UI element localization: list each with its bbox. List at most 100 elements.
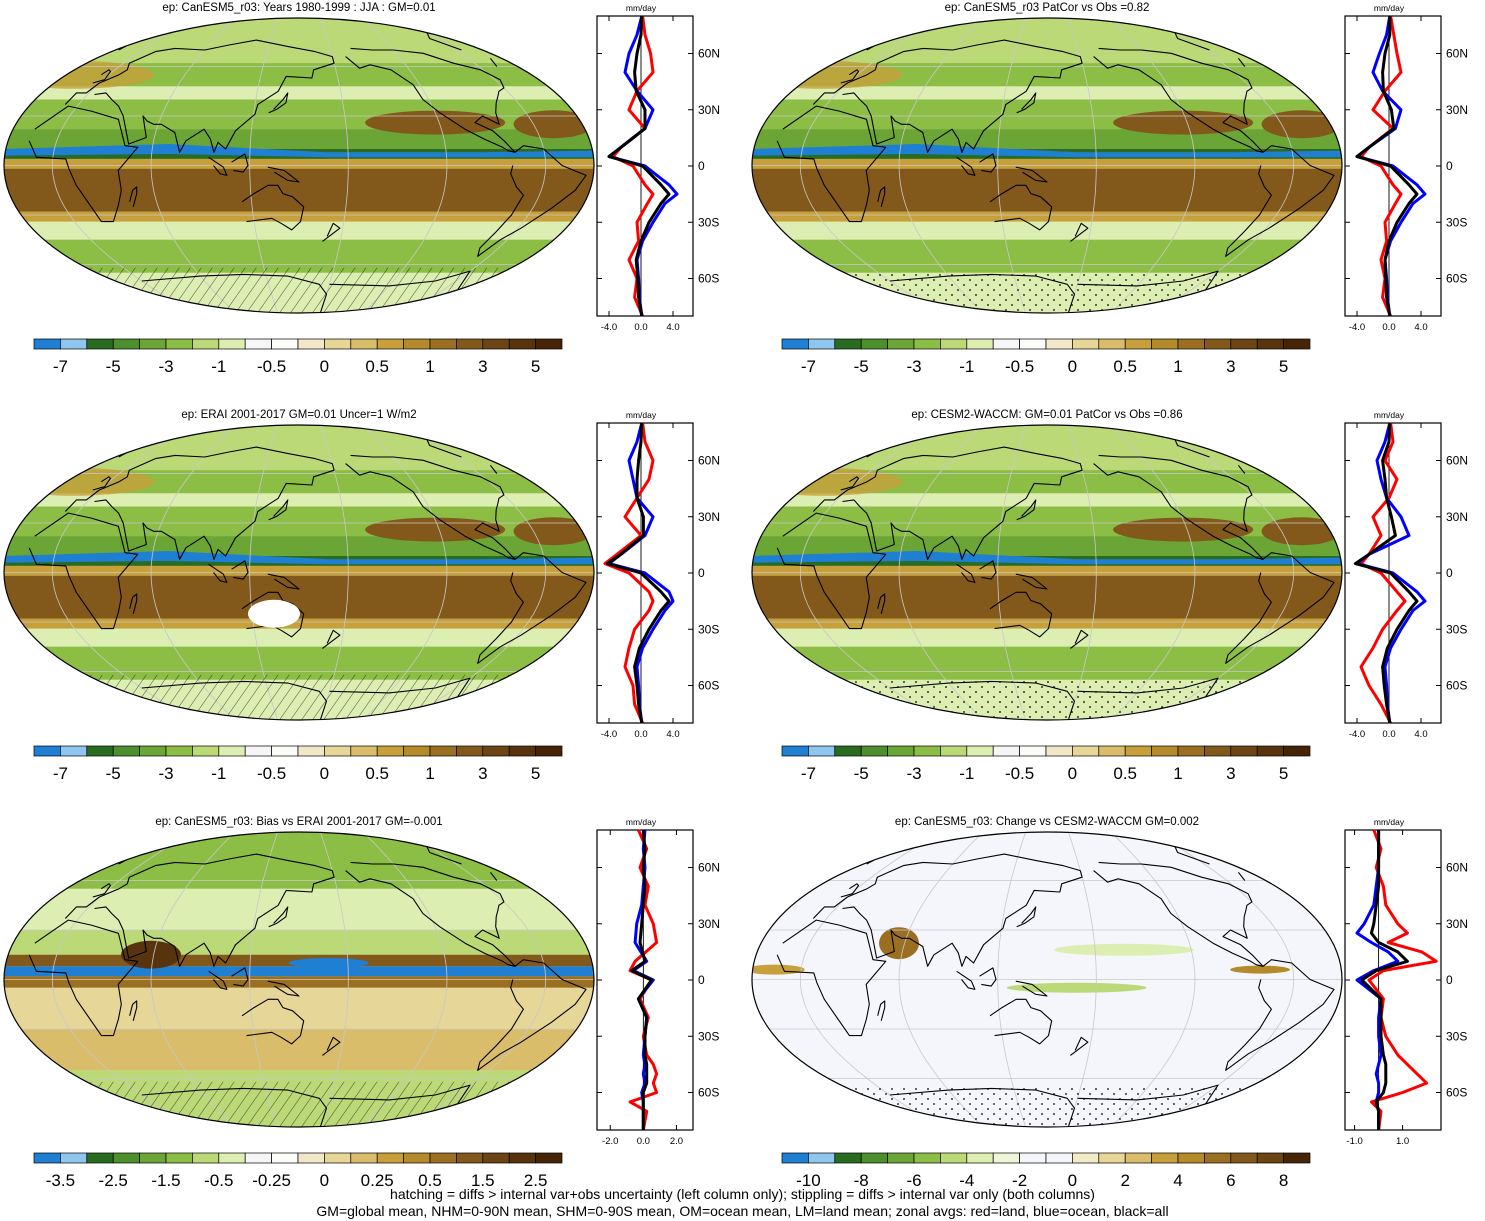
precip-map <box>3 424 595 721</box>
colorbar-swatch <box>218 1152 246 1164</box>
colorbar-label: 2 <box>1120 1171 1129 1190</box>
colorbar-label: -2 <box>1012 1171 1027 1190</box>
colorbar-swatch <box>1019 338 1047 350</box>
colorbar-swatch <box>887 338 915 350</box>
colorbar-swatch <box>860 745 888 757</box>
zonal-unit-label: mm/day <box>1374 410 1405 420</box>
zonal-mean-plot: 60N 30N 0 30S 60S -4.0 0.0 4.0 mm/day <box>596 3 720 330</box>
colorbar-label: 3 <box>478 764 487 783</box>
colorbar-swatch <box>1230 1152 1258 1164</box>
colorbar-swatch <box>482 1152 510 1164</box>
colorbar-swatch <box>271 338 299 350</box>
colorbar-swatch <box>966 338 994 350</box>
zonal-mean-plot: 60N 30N 0 30S 60S -2.0 0.0 2.0 mm/day <box>596 817 720 1144</box>
colorbar-swatch <box>1045 338 1073 350</box>
zonal-lat-tick-label: 30N <box>1446 917 1468 931</box>
colorbar-swatch <box>913 1152 941 1164</box>
colorbar-swatch <box>1177 745 1205 757</box>
colorbar-label: -5 <box>854 357 869 376</box>
colorbar-swatch <box>192 338 220 350</box>
colorbar-label: -1 <box>211 357 226 376</box>
colorbar-label: 0 <box>320 357 329 376</box>
colorbar-swatch <box>403 745 431 757</box>
colorbar-swatch <box>165 1152 193 1164</box>
zonal-all-line <box>1353 422 1419 724</box>
zonal-ocean-line <box>1355 422 1427 724</box>
colorbar-swatch <box>165 338 193 350</box>
colorbar-swatch <box>940 745 968 757</box>
colorbar-label: 0.5 <box>1113 764 1137 783</box>
colorbar-label: -1.5 <box>151 1171 180 1190</box>
colorbar-label: -1 <box>211 764 226 783</box>
colorbar-label: 0 <box>320 1171 329 1190</box>
colorbar-swatch <box>887 1152 915 1164</box>
colorbar-swatch <box>482 338 510 350</box>
colorbar-swatch <box>535 338 563 350</box>
colorbar-swatch <box>403 338 431 350</box>
colorbar-swatch <box>482 745 510 757</box>
colorbar-label: -5 <box>106 357 121 376</box>
colorbar: -10-8-6-4-20246810 <box>781 1152 1311 1190</box>
zonal-value-tick-label: 0.0 <box>634 322 647 330</box>
zonal-mean-plot: 60N 30N 0 30S 60S -4.0 0.0 4.0 mm/day <box>1344 3 1468 330</box>
colorbar-swatch <box>1045 745 1073 757</box>
colorbar-label: -3 <box>158 764 173 783</box>
colorbar-swatch <box>297 338 325 350</box>
zonal-all-line <box>630 829 654 1130</box>
zonal-lat-tick-label: 30S <box>698 1029 719 1043</box>
zonal-lat-tick-label: 60N <box>698 861 720 875</box>
zonal-land-line <box>1367 829 1438 1131</box>
colorbar-swatch <box>297 745 325 757</box>
colorbar-swatch <box>456 745 484 757</box>
colorbar-label: 0 <box>1068 1171 1077 1190</box>
colorbar-swatch <box>940 338 968 350</box>
colorbar-label: -0.5 <box>257 764 286 783</box>
zonal-value-tick-label: 4.0 <box>1414 729 1427 737</box>
colorbar-swatch <box>60 1152 88 1164</box>
colorbar-swatch <box>429 745 457 757</box>
colorbar: -7-5-3-1-0.500.51357 <box>33 338 563 376</box>
colorbar-swatch <box>192 1152 220 1164</box>
colorbar-label: 5 <box>531 764 540 783</box>
chart-panel: ep: CESM2-WACCM: GM=0.01 PatCor vs Obs =… <box>748 407 1483 797</box>
colorbar-label: 1 <box>1173 357 1182 376</box>
zonal-lat-tick-label: 60N <box>1446 47 1468 61</box>
colorbar-swatch <box>244 1152 272 1164</box>
colorbar-swatch <box>1177 338 1205 350</box>
colorbar-swatch <box>1230 745 1258 757</box>
footer-line-2: GM=global mean, NHM=0-90N mean, SHM=0-90… <box>316 1203 1169 1219</box>
footer-line-1: hatching = diffs > internal var+obs unce… <box>390 1186 1095 1202</box>
zonal-value-tick-label: -1.0 <box>1346 1136 1362 1144</box>
zonal-lat-tick-label: 60S <box>1446 272 1467 286</box>
zonal-lat-tick-label: 30N <box>1446 510 1468 524</box>
colorbar-swatch <box>139 338 167 350</box>
precip-map <box>3 831 595 1128</box>
colorbar-label: -2.5 <box>99 1171 128 1190</box>
zonal-value-tick-label: 0.0 <box>1382 729 1395 737</box>
zonal-lat-tick-label: 60N <box>1446 861 1468 875</box>
colorbar-swatch <box>992 745 1020 757</box>
colorbar-swatch <box>403 1152 431 1164</box>
colorbar-swatch <box>112 745 140 757</box>
zonal-lat-tick-label: 30S <box>1446 622 1467 636</box>
colorbar-label: 2.5 <box>524 1171 548 1190</box>
colorbar-swatch <box>429 338 457 350</box>
colorbar-swatch <box>1045 1152 1073 1164</box>
colorbar-swatch <box>60 745 88 757</box>
colorbar-swatch <box>940 1152 968 1164</box>
colorbar-swatch <box>86 1152 114 1164</box>
zonal-unit-label: mm/day <box>1374 3 1405 13</box>
chart-panel: ep: CanESM5_r03: Bias vs ERAI 2001-2017 … <box>0 814 735 1204</box>
colorbar-swatch <box>860 1152 888 1164</box>
colorbar-label: -7 <box>53 764 68 783</box>
zonal-lat-tick-label: 60S <box>698 272 719 286</box>
zonal-value-tick-label: 0.0 <box>1382 322 1395 330</box>
colorbar-label: 0.25 <box>361 1171 394 1190</box>
colorbar-swatch <box>1151 745 1179 757</box>
colorbar-label: 0.5 <box>365 764 389 783</box>
colorbar-swatch <box>1019 745 1047 757</box>
zonal-lat-tick-label: 0 <box>698 566 705 580</box>
zonal-unit-label: mm/day <box>626 410 657 420</box>
colorbar-swatch <box>324 745 352 757</box>
